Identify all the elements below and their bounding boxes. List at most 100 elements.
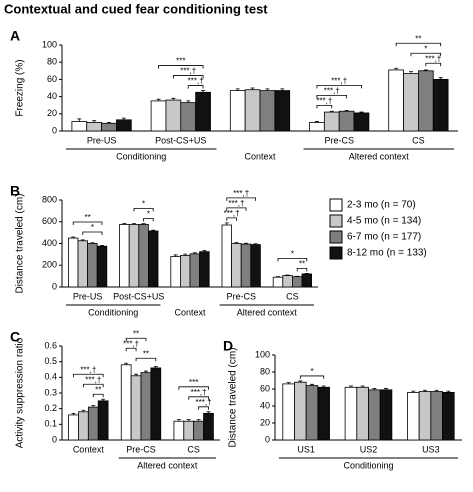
bar (179, 255, 191, 288)
significance-label: ***,† (85, 375, 101, 384)
bar (259, 90, 276, 132)
bar (407, 391, 420, 441)
significance-label: ** (415, 34, 421, 43)
significance-bracket (172, 75, 204, 79)
bar (96, 245, 108, 288)
panel-label: C (10, 329, 20, 345)
error-bar (253, 243, 258, 245)
y-tick-label: 400 (42, 238, 57, 248)
error-bar (265, 88, 270, 91)
x-tick-label: Post-CS+US (155, 135, 206, 145)
bar (203, 412, 214, 441)
error-bar (423, 69, 428, 71)
significance-label: ** (299, 260, 305, 269)
error-bar (121, 117, 126, 120)
bar (170, 256, 181, 288)
bar (147, 230, 159, 288)
y-tick-label: 0 (265, 434, 270, 444)
y-tick-label: 0 (52, 281, 57, 291)
significance-bracket (178, 386, 209, 390)
significance-label: * (91, 223, 94, 232)
significance-bracket (73, 373, 104, 378)
bar (379, 389, 393, 441)
bar (356, 386, 369, 441)
x-tick-label: US1 (297, 444, 315, 454)
significance-label: ** (143, 349, 149, 358)
x-tick-label: US2 (360, 444, 378, 454)
bar (229, 90, 246, 132)
significance-bracket (72, 221, 103, 225)
bar (97, 400, 109, 441)
error-bar (151, 229, 156, 231)
bar (119, 224, 130, 288)
error-bar (132, 223, 136, 225)
significance-bracket (82, 383, 104, 388)
error-bar (90, 242, 95, 244)
error-bar (100, 244, 104, 247)
bar (418, 391, 432, 441)
bar (165, 99, 182, 132)
y-axis-label: Activity suppression ratio (15, 337, 26, 448)
error-bar (434, 389, 439, 392)
bar (128, 224, 140, 288)
group-label: Altered context (237, 307, 298, 317)
bar (77, 240, 89, 288)
bar (68, 414, 79, 441)
significance-label: ***,† (188, 77, 204, 86)
error-bar (411, 390, 416, 393)
error-bar (107, 122, 112, 124)
significance-bracket (316, 94, 348, 99)
error-bar (359, 111, 364, 113)
y-tick-label: 0 (52, 434, 57, 444)
error-bar (183, 253, 188, 256)
significance-label: *** (189, 378, 198, 387)
group-label: Conditioning (88, 307, 138, 317)
legend-label: 8-12 mo (n = 133) (347, 248, 427, 259)
legend-label: 6-7 mo (n = 177) (347, 232, 421, 243)
x-tick-label: Pre-US (73, 291, 103, 301)
significance-label: ***,† (233, 189, 249, 198)
error-bar (235, 88, 240, 91)
bar (173, 420, 185, 441)
significance-bracket (316, 84, 362, 89)
y-axis-label: Distance traveled (cm) (228, 347, 239, 447)
bar (274, 90, 291, 132)
bar (250, 244, 261, 288)
error-bar (176, 419, 181, 422)
x-tick-label: CS (412, 135, 425, 145)
error-bar (134, 373, 139, 376)
x-tick-label: Post-CS+US (113, 291, 164, 301)
significance-label: * (424, 44, 427, 53)
significance-label: ***,† (425, 54, 441, 63)
error-bar (438, 77, 443, 80)
y-tick-label: 0.2 (44, 403, 57, 413)
bar (193, 420, 204, 441)
y-tick-label: 80 (260, 366, 270, 376)
significance-bracket (92, 393, 104, 398)
significance-bracket (226, 207, 247, 211)
group-label: Conditioning (343, 460, 393, 470)
significance-bracket (277, 258, 308, 262)
x-tick-label: Pre-CS (126, 444, 156, 454)
error-bar (171, 97, 176, 101)
bar (417, 70, 434, 132)
significance-label: ** (133, 329, 139, 338)
bar (301, 273, 313, 288)
error-bar (446, 390, 451, 393)
error-bar (314, 121, 319, 123)
y-tick-label: 0.4 (44, 372, 57, 382)
legend-label: 4-5 mo (n = 134) (347, 216, 421, 227)
figure-title: Contextual and cued fear conditioning te… (4, 1, 268, 16)
group-label: Context (174, 307, 206, 317)
error-bar (143, 370, 148, 373)
error-bar (92, 120, 97, 123)
error-bar (124, 362, 129, 365)
significance-label: ***,† (228, 199, 244, 208)
bar (138, 224, 149, 288)
bar (130, 375, 142, 441)
y-tick-label: 40 (260, 400, 270, 410)
significance-label: *** (176, 57, 185, 66)
error-bar (250, 87, 255, 90)
legend-swatch (329, 214, 343, 228)
significance-label: ***,† (224, 209, 240, 218)
